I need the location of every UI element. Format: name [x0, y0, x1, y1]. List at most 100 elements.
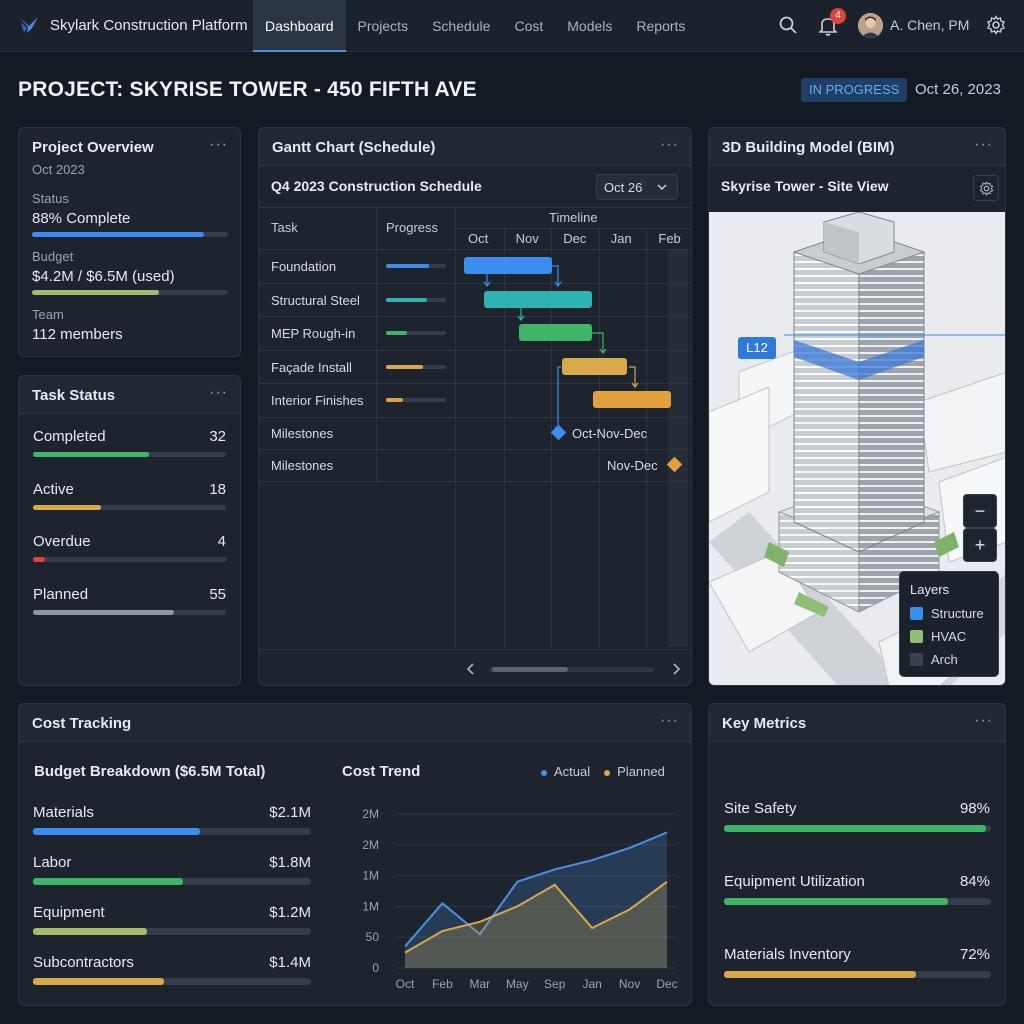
x-tick-label: May — [506, 977, 529, 991]
milestone-label: Oct-Nov-Dec — [572, 425, 648, 441]
search-icon[interactable] — [778, 15, 798, 35]
status-value: 88% Complete — [32, 210, 131, 227]
more-menu-icon[interactable]: ··· — [974, 136, 993, 153]
task-status-bar — [33, 557, 226, 562]
level-tag[interactable]: L12 — [738, 337, 776, 359]
team-value: 112 members — [32, 326, 123, 343]
bim-3d-viewport[interactable] — [709, 212, 1006, 686]
chevron-right-icon[interactable] — [673, 663, 681, 675]
budget-item-bar — [33, 828, 311, 835]
more-menu-icon[interactable]: ··· — [209, 136, 228, 153]
task-name[interactable]: Façade Install — [271, 359, 352, 375]
layers-title: Layers — [910, 582, 950, 597]
x-tick-label: Sep — [544, 977, 566, 991]
zoom-in-button[interactable]: + — [963, 528, 997, 562]
status-label: Status — [32, 191, 69, 206]
panel-title: Task Status — [32, 387, 116, 404]
budget-item-bar — [33, 928, 311, 935]
task-status-count: 55 — [209, 585, 226, 603]
col-timeline: Timeline — [549, 210, 598, 225]
layer-label: Structure — [931, 606, 984, 621]
layer-swatch — [910, 630, 923, 643]
metric-label: Materials Inventory — [724, 946, 851, 963]
task-status-count: 32 — [209, 428, 226, 445]
layer-swatch — [910, 653, 923, 666]
task-progress-bar — [386, 331, 446, 335]
chart-title: Cost Trend — [342, 763, 421, 780]
layer-toggle[interactable]: Arch — [910, 652, 958, 667]
main-nav: Dashboard Projects Schedule Cost Models … — [253, 0, 697, 52]
brand[interactable]: Skylark Construction Platform — [18, 14, 248, 36]
date-select[interactable]: Oct 26 — [596, 174, 678, 200]
gear-icon[interactable] — [986, 15, 1006, 35]
y-tick-label: 1M — [362, 869, 379, 883]
panel-title: 3D Building Model (BIM) — [722, 139, 895, 156]
budget-item-label: Subcontractors — [33, 954, 134, 971]
nav-cost[interactable]: Cost — [514, 18, 544, 34]
task-name[interactable]: Interior Finishes — [271, 393, 364, 408]
x-tick-label: Oct — [396, 977, 415, 991]
x-tick-label: Dec — [656, 977, 677, 991]
gantt-bar[interactable] — [562, 357, 627, 375]
nav-reports[interactable]: Reports — [636, 18, 686, 34]
budget-breakdown-title: Budget Breakdown ($6.5M Total) — [34, 763, 266, 780]
cost-trend-chart: 0 50 1M 1M 2M 2M Oct Feb Mar May Sep Jan Nov Dec — [362, 807, 677, 991]
scroll-thumb[interactable] — [492, 667, 568, 672]
layer-toggle[interactable]: HVAC — [910, 629, 966, 644]
date-select-value: Oct 26 — [604, 180, 643, 195]
task-status-count: 18 — [209, 480, 226, 498]
budget-item-bar — [33, 878, 311, 885]
gantt-grid: Task Progress Timeline Oct Nov Dec Jan Feb Found… — [259, 207, 691, 647]
task-progress-bar — [386, 398, 446, 402]
task-status-label: Active — [33, 480, 74, 498]
gear-icon — [979, 181, 994, 196]
gantt-bar[interactable] — [593, 391, 671, 408]
more-menu-icon[interactable]: ··· — [660, 712, 679, 729]
month-label: Dec — [563, 231, 587, 246]
panel-title: Gantt Chart (Schedule) — [272, 139, 436, 156]
more-menu-icon[interactable]: ··· — [209, 384, 228, 401]
task-status-count: 4 — [217, 533, 226, 550]
bim-settings-button[interactable] — [973, 175, 999, 201]
metric-bar — [724, 825, 991, 832]
task-status-bar — [33, 452, 226, 457]
bell-icon[interactable] — [819, 16, 837, 36]
gantt-bar[interactable] — [464, 257, 552, 274]
layer-toggle[interactable]: Structure — [910, 606, 984, 621]
status-progress-bar — [32, 232, 228, 237]
nav-projects[interactable]: Projects — [357, 18, 409, 34]
task-progress-bar — [386, 264, 446, 268]
user-name[interactable]: A. Chen, PM — [890, 17, 970, 33]
x-tick-label: Feb — [432, 977, 453, 991]
budget-item-bar — [33, 978, 311, 985]
task-status-bar — [33, 609, 226, 615]
milestone-row-label: Milestones — [271, 457, 334, 473]
more-menu-icon[interactable]: ··· — [974, 712, 993, 729]
budget-value: $4.2M / $6.5M (used) — [32, 268, 175, 285]
zoom-out-button[interactable]: − — [963, 494, 997, 528]
gantt-scrollbar[interactable] — [259, 649, 691, 685]
chevron-left-icon[interactable] — [466, 663, 474, 675]
page-date: Oct 26, 2023 — [915, 81, 1001, 98]
task-name[interactable]: Foundation — [271, 259, 337, 274]
task-status-bar — [33, 504, 226, 510]
x-tick-label: Jan — [582, 977, 601, 991]
bird-logo-icon — [20, 17, 38, 33]
nav-dashboard[interactable]: Dashboard — [253, 0, 346, 52]
task-name[interactable]: Structural Steel — [271, 292, 360, 308]
budget-item-value: $1.2M — [269, 904, 311, 921]
task-name[interactable]: MEP Rough-in — [271, 326, 356, 341]
more-menu-icon[interactable]: ··· — [660, 136, 679, 153]
metric-label: Equipment Utilization — [724, 873, 865, 890]
series-line-planned — [404, 880, 668, 954]
legend-planned: Planned — [604, 764, 665, 779]
avatar[interactable] — [858, 13, 883, 38]
metric-label: Site Safety — [724, 800, 797, 817]
gantt-subtitle: Q4 2023 Construction Schedule — [271, 178, 482, 194]
nav-models[interactable]: Models — [567, 18, 613, 34]
task-status-label: Planned — [33, 585, 89, 603]
milestone-label: Nov-Dec — [607, 457, 658, 473]
gantt-bar[interactable] — [484, 290, 592, 308]
nav-schedule[interactable]: Schedule — [432, 18, 491, 34]
gantt-bar[interactable] — [519, 324, 592, 341]
